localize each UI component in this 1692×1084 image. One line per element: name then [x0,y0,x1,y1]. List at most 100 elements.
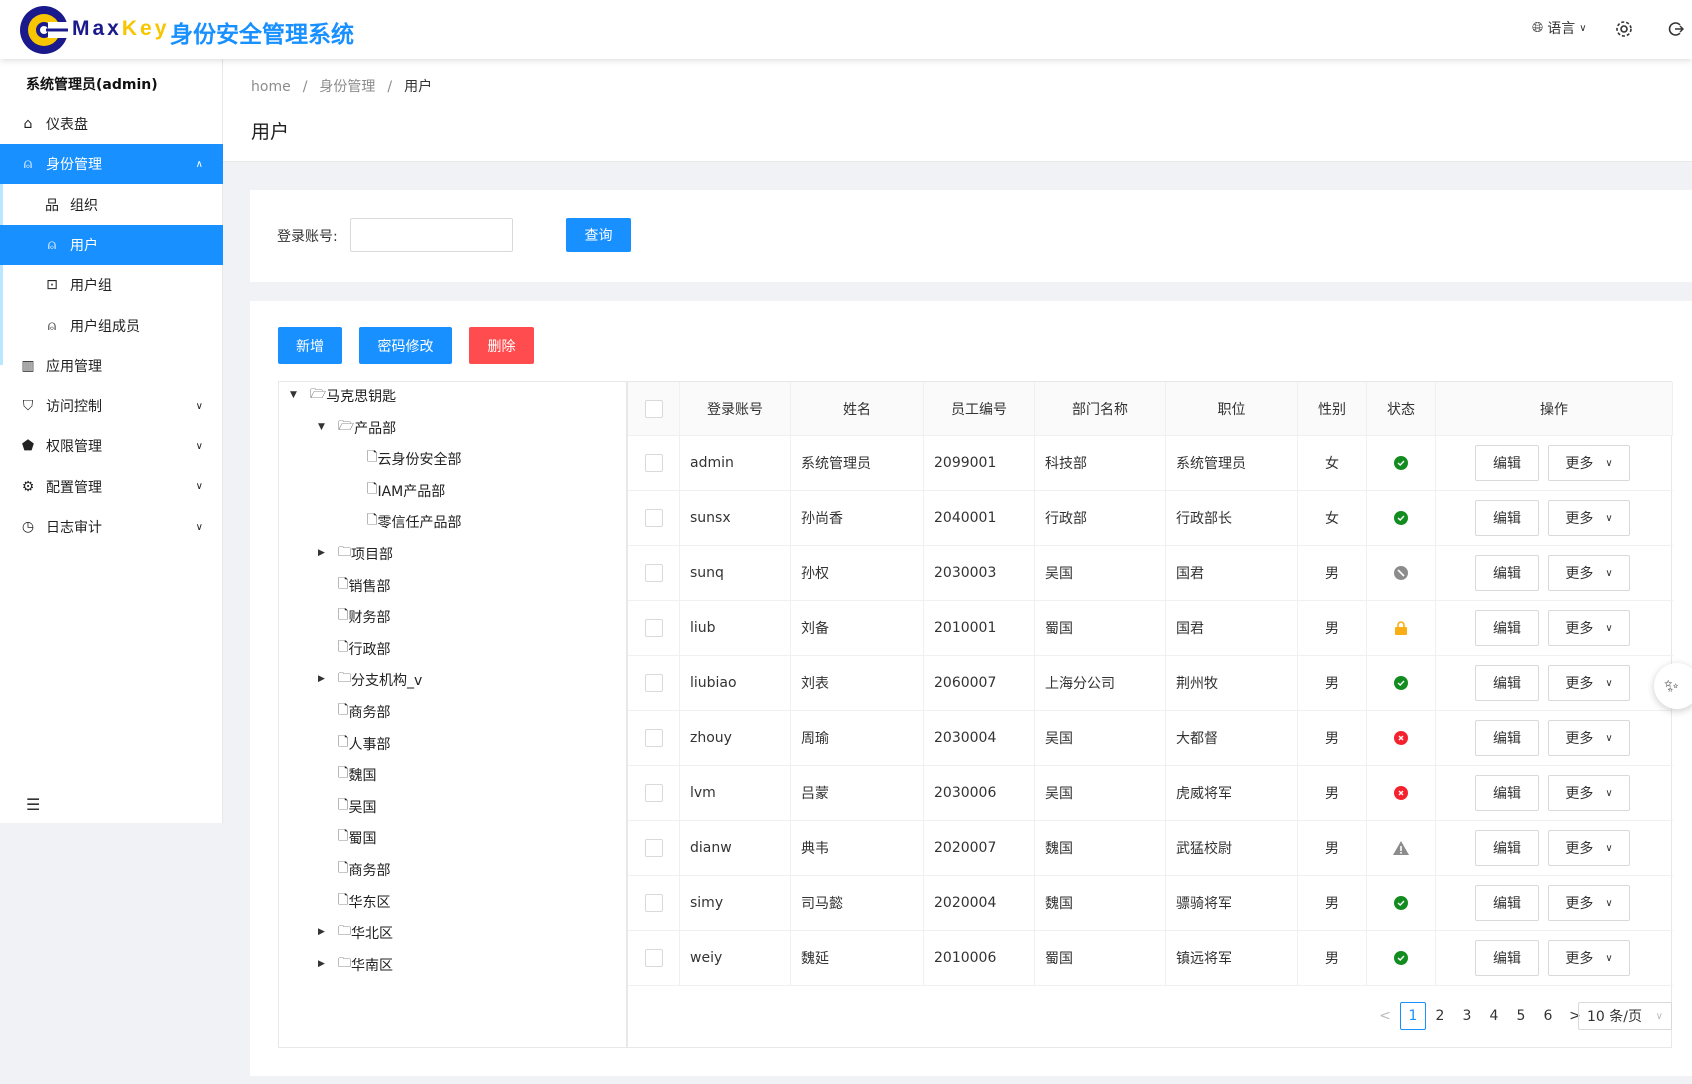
edit-button[interactable]: 编辑 [1475,610,1539,646]
tree-node[interactable]: 🗋︎ 行政部 [338,637,390,661]
language-selector[interactable]: 🌐︎ 语言 ∨ [1532,18,1587,38]
row-checkbox[interactable] [644,839,663,857]
edit-button[interactable]: 编辑 [1475,775,1539,811]
more-dropdown-button[interactable]: 更多 ∨ [1548,830,1630,866]
page-1[interactable]: 1 [1400,1002,1426,1030]
tree-node[interactable]: 🗋︎ 零信任产品部 [367,510,461,534]
row-checkbox[interactable] [644,619,663,637]
edit-button[interactable]: 编辑 [1475,830,1539,866]
tree-node[interactable]: 🗋︎ 吴国 [338,795,376,819]
page-5[interactable]: 5 [1516,1008,1526,1024]
tree-node[interactable]: 🗋︎ 人事部 [338,732,390,756]
breadcrumb: home / 身份管理 / 用户 [251,79,433,95]
username-search-input[interactable] [350,218,513,252]
edit-button[interactable]: 编辑 [1475,940,1539,976]
tree-node[interactable]: 🗀︎ 华北区 [338,921,393,945]
more-dropdown-button[interactable]: 更多 ∨ [1548,445,1630,481]
row-checkbox[interactable] [644,509,663,527]
more-dropdown-button[interactable]: 更多 ∨ [1548,940,1630,976]
tree-node[interactable]: 🗁︎ 产品部 [338,416,396,440]
sidebar-item-2[interactable]: 品组织 [0,185,223,225]
tree-node[interactable]: 🗁︎ 马克思钥匙 [310,384,396,408]
chevron-down-icon: ∨ [1579,22,1587,34]
edit-button[interactable]: 编辑 [1475,500,1539,536]
sidebar-item-5[interactable]: ⍝ 用户组成员 [0,306,223,346]
sidebar-item-10[interactable]: ◷ 日志审计 ∨ [0,507,223,547]
cell-position: 国君 [1166,546,1298,600]
more-dropdown-button[interactable]: 更多 ∨ [1548,555,1630,591]
add-button[interactable]: 新增 [278,327,342,364]
row-checkbox[interactable] [644,564,663,582]
change-password-button[interactable]: 密码修改 [359,327,452,364]
row-checkbox[interactable] [644,784,663,802]
page-2[interactable]: 2 [1435,1008,1445,1024]
page-6[interactable]: 6 [1543,1008,1553,1024]
breadcrumb-home[interactable]: home [251,79,291,95]
tree-node[interactable]: 🗋︎ 华东区 [338,890,390,914]
sidebar-item-label: 权限管理 [46,439,102,456]
sidebar-item-7[interactable]: ⛉ 访问控制 ∨ [0,386,223,426]
sidebar-item-8[interactable]: ⬟ 权限管理 ∨ [0,426,223,466]
more-dropdown-button[interactable]: 更多 ∨ [1548,720,1630,756]
tree-node[interactable]: 🗋︎ 魏国 [338,763,376,787]
sidebar-item-6[interactable]: ▥ 应用管理 [0,346,223,386]
edit-button[interactable]: 编辑 [1475,445,1539,481]
sidebar-item-0[interactable]: ⌂ 仪表盘 [0,104,223,144]
select-all-checkbox[interactable] [644,399,663,418]
tree-node[interactable]: 🗋︎ 财务部 [338,605,390,629]
tree-node[interactable]: 🗋︎ 云身份安全部 [367,447,461,471]
row-checkbox[interactable] [644,454,663,472]
more-dropdown-button[interactable]: 更多 ∨ [1548,885,1630,921]
cell-gender: 男 [1298,601,1367,655]
more-dropdown-button[interactable]: 更多 ∨ [1548,610,1630,646]
cell-position: 镇远将军 [1166,931,1298,985]
tree-node[interactable]: 🗀︎ 华南区 [338,953,393,977]
row-checkbox[interactable] [644,949,663,967]
collapse-sidebar-icon[interactable]: ☰ [26,795,41,814]
tree-node[interactable]: 🗋︎ 销售部 [338,574,390,598]
row-checkbox[interactable] [644,729,663,747]
edit-button[interactable]: 编辑 [1475,885,1539,921]
table-row: zhouy 周瑜 2030004 吴国 大都督 男 编辑 更多 ∨ [628,711,1673,766]
column-header-label: 操作 [1540,401,1568,418]
prev-page-icon[interactable]: < [1379,1008,1391,1024]
tree-node[interactable]: 🗋︎ 商务部 [338,700,390,724]
tree-caret-down-icon[interactable]: ▼ [318,421,325,432]
sidebar-item-1[interactable]: ⍝ 身份管理 ∧ [0,144,223,185]
tree-caret-right-icon[interactable]: ▶ [318,674,325,685]
edit-button[interactable]: 编辑 [1475,555,1539,591]
sidebar-item-9[interactable]: ⚙︎ 配置管理 ∨ [0,467,223,507]
query-button[interactable]: 查询 [566,218,631,252]
tree-node[interactable]: 🗋︎ 商务部 [338,858,390,882]
more-dropdown-button[interactable]: 更多 ∨ [1548,500,1630,536]
page-size-select[interactable]: 10 条/页 ∨ [1578,1002,1672,1030]
breadcrumb-identity[interactable]: 身份管理 [319,79,376,95]
cell-gender-text: 男 [1325,951,1339,967]
tree-node[interactable]: 🗀︎ 项目部 [338,542,393,566]
logout-icon[interactable] [1668,21,1684,37]
tree-caret-down-icon[interactable]: ▼ [290,390,297,400]
user-icon: ⍝ [47,236,57,253]
tree-caret-right-icon[interactable]: ▶ [318,927,325,938]
tree-node[interactable]: 🗀︎ 分支机构_v [338,668,422,692]
page-3[interactable]: 3 [1462,1008,1472,1024]
sidebar-item-4[interactable]: ⊡ 用户组 [0,265,223,305]
more-dropdown-button[interactable]: 更多 ∨ [1548,775,1630,811]
row-checkbox[interactable] [644,674,663,692]
next-page-icon[interactable]: > [1569,1008,1581,1024]
tree-node-label: 人事部 [348,736,391,753]
tree-node[interactable]: 🗋︎ 蜀国 [338,826,376,850]
settings-gear-icon[interactable] [1614,19,1634,39]
tree-caret-right-icon[interactable]: ▶ [318,958,325,969]
more-dropdown-button[interactable]: 更多 ∨ [1548,665,1630,701]
magic-wand-float-button[interactable]: ✨︎ [1654,663,1692,709]
page-4[interactable]: 4 [1489,1008,1499,1024]
edit-button[interactable]: 编辑 [1475,665,1539,701]
tree-caret-right-icon[interactable]: ▶ [318,548,325,558]
edit-button[interactable]: 编辑 [1475,720,1539,756]
tree-node[interactable]: 🗋︎ IAM产品部 [367,479,445,503]
cell-username: admin [680,436,791,490]
sidebar-item-3[interactable]: ⍝ 用户 [0,224,223,265]
delete-button[interactable]: 删除 [469,327,534,364]
row-checkbox[interactable] [644,894,663,912]
